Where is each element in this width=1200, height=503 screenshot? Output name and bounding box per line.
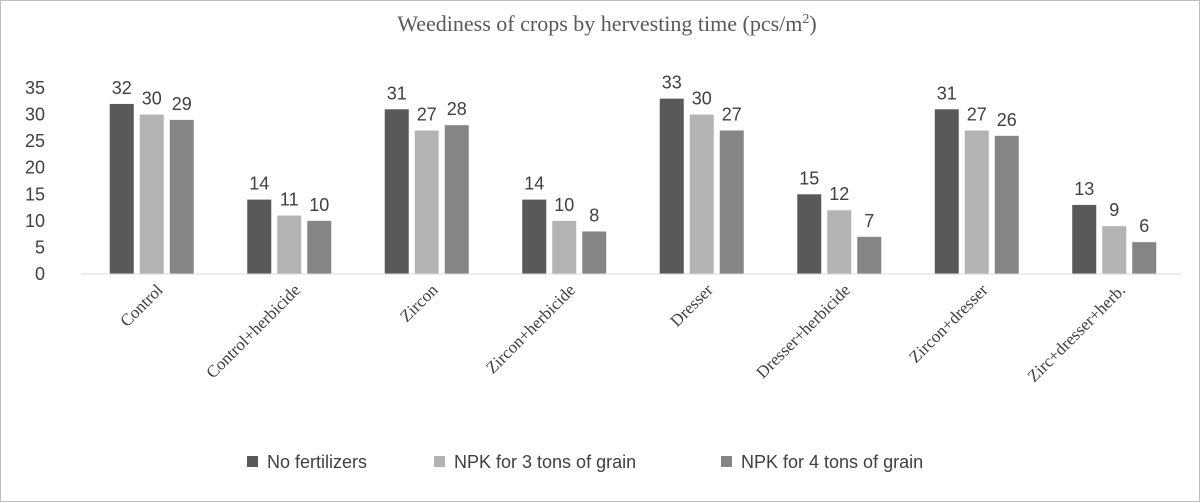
data-label: 26 xyxy=(997,110,1017,130)
bar xyxy=(719,130,744,274)
data-label: 33 xyxy=(662,73,682,93)
data-label: 7 xyxy=(864,211,874,231)
x-axis: Control Control+herbicide Zircon Zircon+her… xyxy=(116,280,1129,386)
category-label: Zircon xyxy=(396,280,442,326)
bar xyxy=(552,220,577,274)
bar xyxy=(307,220,332,274)
category-label: Control+herbicide xyxy=(202,280,304,382)
data-labels: 32 30 29 14 11 10 31 27 28 14 10 8 33 30 27 15 12 7 31 27 26… xyxy=(112,73,1150,236)
data-label: 8 xyxy=(589,205,599,225)
category-label: Zircon+dresser xyxy=(905,280,992,367)
legend: No fertilizers NPK for 3 tons of grain NPK… xyxy=(247,452,923,472)
bar xyxy=(139,114,164,274)
bar xyxy=(109,103,134,274)
bar xyxy=(1102,226,1127,274)
category-label: Control xyxy=(116,280,166,330)
chart-title: Weediness of crops by hervesting time (p… xyxy=(397,11,816,36)
data-label: 32 xyxy=(112,78,132,98)
data-label: 15 xyxy=(799,168,819,188)
data-label: 27 xyxy=(722,105,742,125)
data-label: 14 xyxy=(524,174,544,194)
legend-swatch xyxy=(247,456,258,467)
bar xyxy=(414,130,439,274)
bar xyxy=(994,135,1019,274)
legend-swatch xyxy=(721,456,732,467)
data-label: 31 xyxy=(387,83,407,103)
data-label: 10 xyxy=(554,195,574,215)
bar xyxy=(444,125,469,274)
y-tick-label: 0 xyxy=(35,264,45,284)
data-label: 30 xyxy=(142,89,162,109)
bar xyxy=(1072,204,1097,274)
bar xyxy=(1132,242,1157,274)
y-tick-label: 15 xyxy=(25,184,45,204)
category-label: Zircon+herbicide xyxy=(482,280,579,377)
bar xyxy=(169,119,194,274)
bar xyxy=(522,199,547,274)
bar xyxy=(797,194,822,274)
y-tick-label: 35 xyxy=(25,78,45,98)
bar xyxy=(659,98,684,274)
data-label: 14 xyxy=(249,174,269,194)
category-label: Zirc+dresser+herb. xyxy=(1024,280,1129,385)
y-tick-label: 30 xyxy=(25,105,45,125)
data-label: 9 xyxy=(1109,200,1119,220)
data-label: 28 xyxy=(447,99,467,119)
data-label: 29 xyxy=(172,94,192,114)
y-tick-label: 10 xyxy=(25,211,45,231)
bar xyxy=(827,210,852,274)
legend-label: No fertilizers xyxy=(267,452,367,472)
data-label: 30 xyxy=(692,89,712,109)
bar xyxy=(582,231,607,274)
y-axis: 0 5 10 15 20 25 30 35 xyxy=(25,78,45,284)
y-tick-label: 25 xyxy=(25,131,45,151)
bar xyxy=(964,130,989,274)
bar xyxy=(857,236,882,274)
y-tick-label: 20 xyxy=(25,158,45,178)
legend-label: NPK for 3 tons of grain xyxy=(454,452,636,472)
bar xyxy=(689,114,714,274)
legend-swatch xyxy=(434,456,445,467)
data-label: 27 xyxy=(967,105,987,125)
bar xyxy=(247,199,272,274)
category-label: Dresser xyxy=(666,280,716,330)
data-label: 10 xyxy=(309,195,329,215)
data-label: 12 xyxy=(829,184,849,204)
legend-label: NPK for 4 tons of grain xyxy=(741,452,923,472)
bar xyxy=(277,215,302,274)
data-label: 13 xyxy=(1074,179,1094,199)
bar xyxy=(384,109,409,274)
y-tick-label: 5 xyxy=(35,237,45,257)
bars xyxy=(109,98,1157,274)
data-label: 11 xyxy=(280,190,299,210)
bar xyxy=(934,109,959,274)
data-label: 6 xyxy=(1139,216,1149,236)
data-label: 27 xyxy=(417,105,437,125)
category-label: Dresser+herbicide xyxy=(752,280,854,382)
data-label: 31 xyxy=(937,83,957,103)
